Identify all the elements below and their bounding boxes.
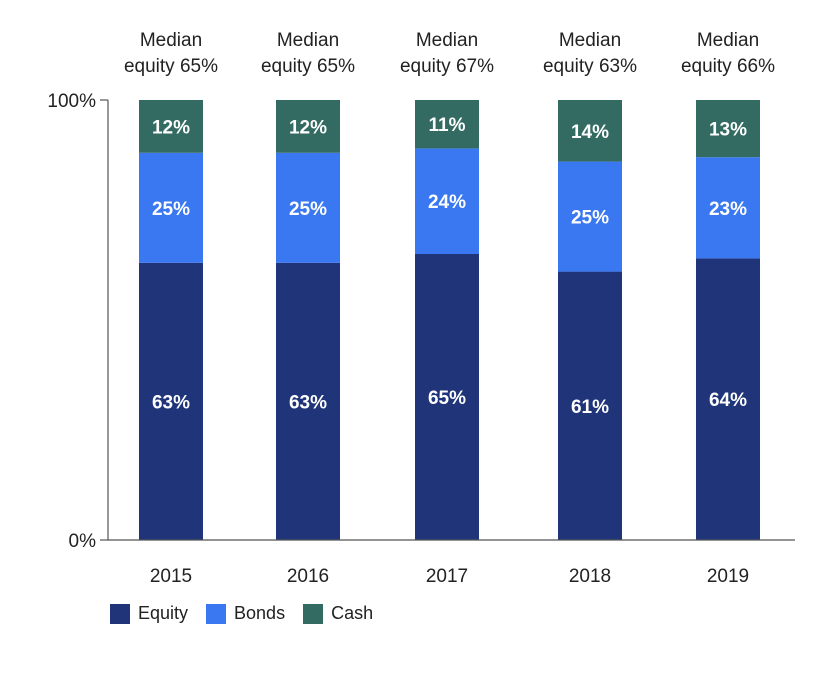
bar-bonds-2016 bbox=[276, 152, 340, 263]
legend: Equity Bonds Cash bbox=[110, 603, 391, 624]
data-label-cash-2016: 12% bbox=[289, 117, 327, 138]
legend-label-equity: Equity bbox=[138, 603, 189, 623]
bar-bonds-2018 bbox=[558, 161, 622, 272]
data-label-bonds-2019: 23% bbox=[709, 199, 747, 220]
data-label-cash-2018: 14% bbox=[571, 122, 609, 143]
legend-label-bonds: Bonds bbox=[234, 603, 286, 623]
median-annotation-line1-2018: Median bbox=[559, 30, 621, 51]
y-tick-label: 0% bbox=[69, 531, 97, 552]
data-label-bonds-2016: 25% bbox=[289, 199, 327, 220]
bar-bonds-2017 bbox=[415, 148, 479, 254]
data-label-cash-2019: 13% bbox=[709, 120, 747, 141]
bar-equity-2019 bbox=[696, 258, 760, 540]
bar-equity-2017 bbox=[415, 254, 479, 540]
legend-label-cash: Cash bbox=[331, 603, 374, 623]
legend-item-bonds: Bonds bbox=[206, 603, 285, 624]
x-tick-label-2018: 2018 bbox=[569, 566, 611, 587]
bar-cash-2017 bbox=[415, 100, 479, 149]
bar-equity-2018 bbox=[558, 271, 622, 540]
median-annotation-line2-2017: equity 67% bbox=[400, 56, 494, 77]
bar-equity-2016 bbox=[276, 262, 340, 540]
y-tick-label: 100% bbox=[47, 91, 96, 112]
stacked-bar-chart: Median equity 65% Median equity 65% Median eq… bbox=[47, 30, 795, 587]
bar-bonds-2015 bbox=[139, 152, 203, 263]
median-annotation-line1-2016: Median bbox=[277, 30, 339, 51]
data-label-cash-2017: 11% bbox=[429, 115, 466, 136]
data-label-cash-2015: 12% bbox=[152, 117, 190, 138]
bar-cash-2015 bbox=[139, 100, 203, 153]
legend-swatch-bonds bbox=[206, 603, 227, 624]
median-annotation-line2-2016: equity 65% bbox=[261, 56, 355, 77]
data-label-equity-2019: 64% bbox=[709, 390, 747, 411]
median-annotation-line1-2017: Median bbox=[416, 30, 478, 51]
x-tick-label-2015: 2015 bbox=[150, 566, 192, 587]
data-label-equity-2016: 63% bbox=[289, 392, 327, 413]
x-tick-label-2017: 2017 bbox=[426, 566, 468, 587]
median-annotation-line2-2015: equity 65% bbox=[124, 56, 218, 77]
data-label-bonds-2017: 24% bbox=[428, 192, 466, 213]
data-label-equity-2018: 61% bbox=[571, 397, 609, 418]
bar-cash-2019 bbox=[696, 100, 760, 158]
legend-swatch-cash bbox=[303, 603, 324, 624]
legend-swatch-equity bbox=[110, 603, 130, 624]
bar-bonds-2019 bbox=[696, 157, 760, 259]
bar-cash-2018 bbox=[558, 100, 622, 162]
data-label-bonds-2015: 25% bbox=[152, 199, 190, 220]
median-annotation-line2-2019: equity 66% bbox=[681, 56, 775, 77]
x-tick-label-2019: 2019 bbox=[707, 566, 749, 587]
legend-item-equity: Equity bbox=[110, 603, 188, 624]
bar-equity-2015 bbox=[139, 262, 203, 540]
data-label-bonds-2018: 25% bbox=[571, 208, 609, 229]
bar-cash-2016 bbox=[276, 100, 340, 153]
median-annotation-line2-2018: equity 63% bbox=[543, 56, 637, 77]
median-annotation-line1-2019: Median bbox=[697, 30, 759, 51]
x-tick-label-2016: 2016 bbox=[287, 566, 329, 587]
data-label-equity-2015: 63% bbox=[152, 392, 190, 413]
legend-item-cash: Cash bbox=[303, 603, 373, 624]
data-label-equity-2017: 65% bbox=[428, 388, 466, 409]
median-annotation-line1-2015: Median bbox=[140, 30, 202, 51]
